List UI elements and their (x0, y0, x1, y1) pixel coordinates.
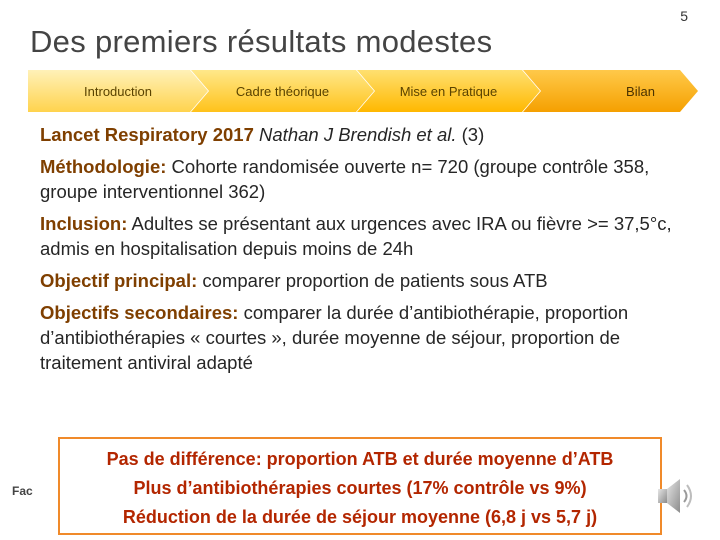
footer-logo: Fac (12, 484, 33, 498)
primary-objective-label: Objectif principal: (40, 270, 198, 291)
reference-line: Lancet Respiratory 2017 Nathan J Brendis… (40, 122, 690, 147)
conclusion-box: Pas de différence: proportion ATB et dur… (58, 437, 662, 535)
conclusion-line-3: Réduction de la durée de séjour moyenne … (122, 507, 598, 527)
inclusion-text: Adultes se présentant aux urgences avec … (40, 213, 672, 259)
breadcrumb-mise-en-pratique[interactable]: Mise en Pratique (357, 70, 540, 112)
reference-authors: Nathan J Brendish et al. (259, 124, 457, 145)
reference-number: (3) (461, 124, 485, 145)
slide-content: Lancet Respiratory 2017 Nathan J Brendis… (40, 122, 690, 382)
methodology-paragraph: Méthodologie: Cohorte randomisée ouverte… (40, 154, 690, 204)
secondary-objectives-paragraph: Objectifs secondaires: comparer la durée… (40, 300, 690, 375)
breadcrumb-introduction[interactable]: Introduction (28, 70, 208, 112)
conclusion-line-1: Pas de différence: proportion ATB et dur… (106, 449, 614, 469)
primary-objective-paragraph: Objectif principal: comparer proportion … (40, 268, 690, 293)
methodology-label: Méthodologie: (40, 156, 167, 177)
secondary-objectives-label: Objectifs secondaires: (40, 302, 239, 323)
inclusion-paragraph: Inclusion: Adultes se présentant aux urg… (40, 211, 690, 261)
inclusion-label: Inclusion: (40, 213, 128, 234)
reference-journal: Lancet Respiratory 2017 (40, 124, 254, 145)
primary-objective-text: comparer proportion de patients sous ATB (202, 270, 548, 291)
breadcrumb-cadre-theorique[interactable]: Cadre théorique (191, 70, 374, 112)
breadcrumb: Introduction Cadre théorique Mise en Pra… (28, 70, 698, 112)
secondary-objectives-text: comparer la durée d’antibiothérapie, pro… (40, 302, 629, 373)
speaker-icon[interactable] (654, 474, 696, 518)
page-number: 5 (680, 8, 688, 24)
methodology-text: Cohorte randomisée ouverte n= 720 (group… (40, 156, 650, 202)
conclusion-line-2: Plus d’antibiothérapies courtes (17% con… (133, 478, 587, 498)
slide-title: Des premiers résultats modestes (30, 24, 493, 59)
breadcrumb-bilan[interactable]: Bilan (523, 70, 698, 112)
